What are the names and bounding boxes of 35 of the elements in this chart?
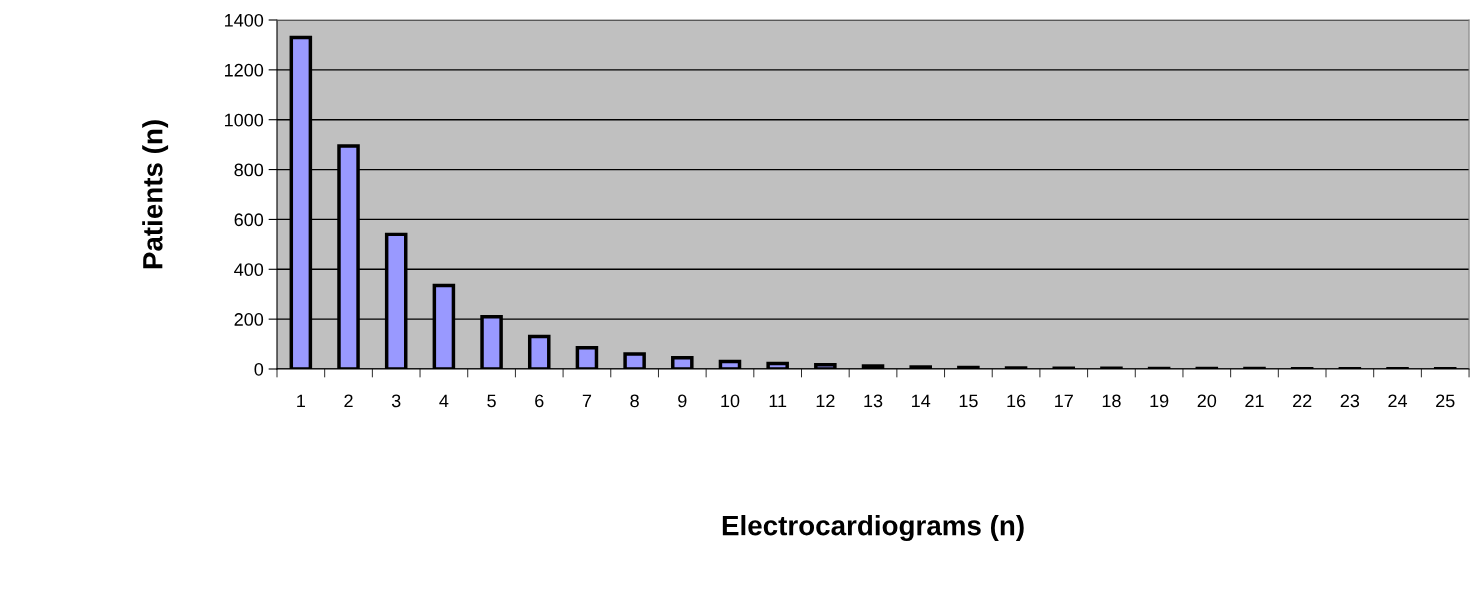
y-tick-label: 800 bbox=[234, 163, 264, 177]
x-tick-label: 15 bbox=[959, 394, 978, 408]
x-tick-label: 25 bbox=[1436, 394, 1455, 408]
x-tick-label: 12 bbox=[816, 394, 835, 408]
x-tick-label: 13 bbox=[864, 394, 883, 408]
x-tick-label: 17 bbox=[1055, 394, 1073, 408]
y-tick-label: 400 bbox=[234, 263, 264, 277]
x-tick-label: 23 bbox=[1340, 394, 1360, 408]
x-tick-label: 24 bbox=[1388, 394, 1408, 408]
y-tick-label: 600 bbox=[234, 213, 264, 227]
x-tick-label: 8 bbox=[630, 394, 639, 408]
x-tick-label: 6 bbox=[535, 394, 544, 408]
y-tick-label: 1400 bbox=[225, 13, 264, 27]
x-tick-label: 1 bbox=[297, 394, 305, 408]
x-tick-label: 5 bbox=[487, 394, 496, 408]
y-axis-title: Patients (n) bbox=[142, 120, 169, 269]
x-tick-label: 10 bbox=[721, 394, 740, 408]
x-tick-label: 11 bbox=[769, 394, 787, 408]
x-tick-label: 3 bbox=[391, 394, 401, 408]
y-tick-label: 1000 bbox=[225, 113, 264, 127]
x-tick-label: 21 bbox=[1245, 394, 1264, 408]
x-tick-label: 18 bbox=[1102, 394, 1121, 408]
x-tick-label: 20 bbox=[1197, 394, 1217, 408]
y-tick-label: 1200 bbox=[225, 63, 264, 77]
x-tick-label: 22 bbox=[1293, 394, 1312, 408]
x-tick-label: 9 bbox=[678, 394, 687, 408]
x-tick-label: 16 bbox=[1007, 394, 1026, 408]
x-tick-label: 2 bbox=[344, 394, 353, 408]
x-tick-label: 7 bbox=[582, 394, 592, 408]
x-tick-label: 19 bbox=[1150, 394, 1169, 408]
y-tick-label: 200 bbox=[234, 313, 264, 326]
y-tick-label: 0 bbox=[254, 362, 264, 376]
x-axis-title: Electrocardiograms (n) bbox=[722, 515, 1024, 542]
x-tick-label: 14 bbox=[912, 394, 931, 408]
x-tick-label: 4 bbox=[439, 394, 449, 408]
